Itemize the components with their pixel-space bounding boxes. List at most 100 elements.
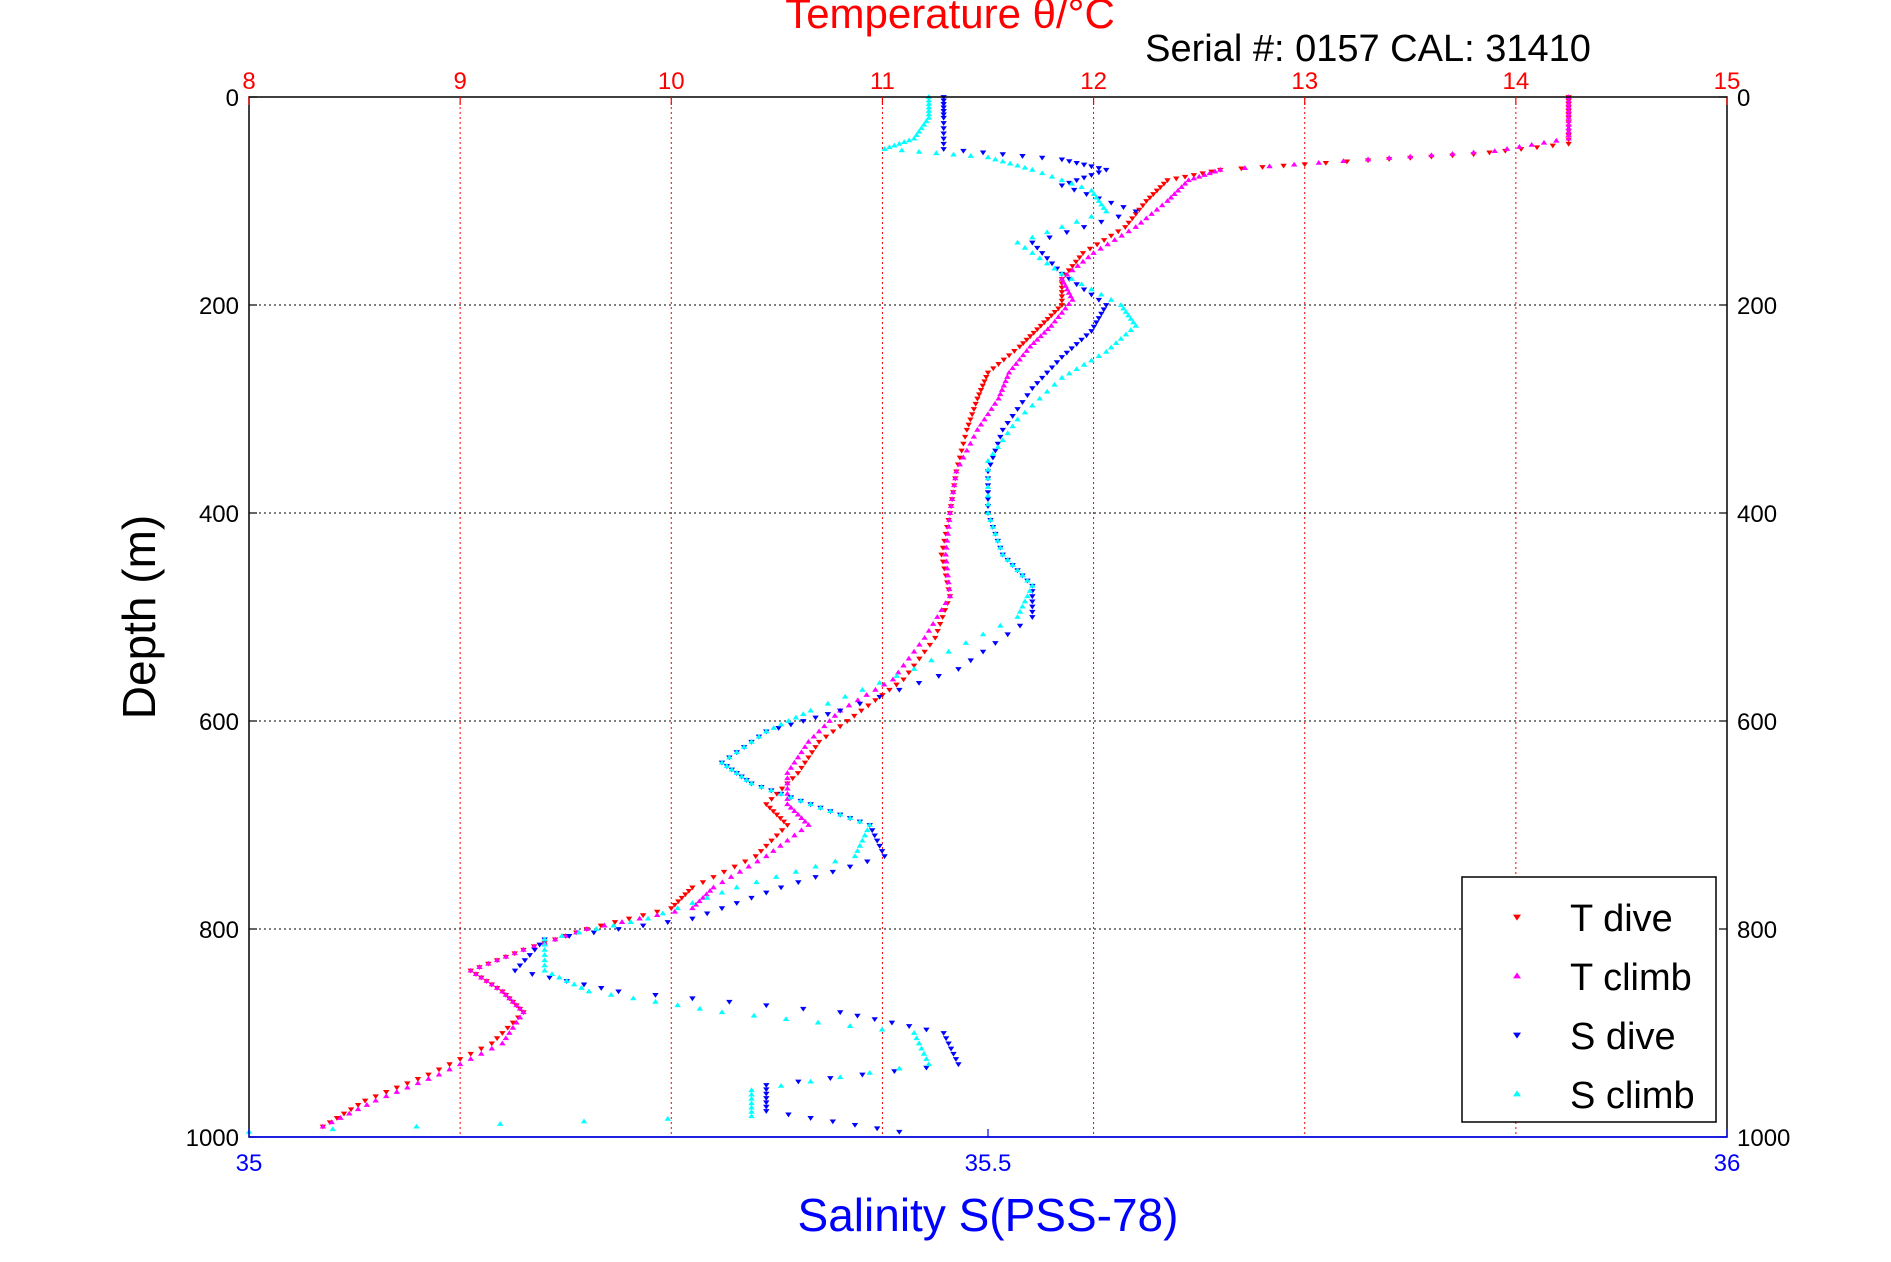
data-point — [933, 150, 940, 156]
data-point — [1174, 187, 1182, 193]
data-point — [1073, 342, 1080, 347]
data-point — [940, 121, 947, 126]
data-point — [916, 656, 923, 662]
data-point — [531, 947, 538, 953]
data-point — [654, 909, 661, 915]
data-point — [854, 1013, 861, 1019]
data-point — [467, 967, 474, 973]
data-point — [921, 649, 928, 655]
data-point — [1062, 283, 1069, 288]
data-point — [784, 770, 791, 775]
data-point — [955, 1062, 962, 1068]
data-point — [1120, 205, 1127, 210]
data-point — [992, 641, 999, 646]
data-point — [615, 927, 622, 932]
data-point — [773, 791, 781, 797]
data-point — [1553, 137, 1560, 143]
data-point — [784, 785, 791, 791]
data-point — [896, 687, 903, 693]
data-point — [821, 723, 828, 729]
data-point — [1090, 191, 1098, 196]
data-point — [936, 622, 944, 627]
data-point — [610, 922, 617, 928]
data-point — [967, 153, 974, 158]
data-point — [812, 715, 819, 721]
data-point — [748, 738, 755, 744]
data-point — [1364, 156, 1372, 162]
data-point — [1095, 297, 1103, 303]
data-point — [1063, 286, 1071, 292]
data-point — [1029, 250, 1036, 255]
data-point — [864, 859, 871, 865]
data-point — [956, 455, 964, 461]
data-point — [1565, 114, 1572, 120]
data-point — [859, 1072, 866, 1078]
data-point — [1098, 291, 1105, 297]
data-point — [1004, 374, 1011, 379]
data-point — [1019, 603, 1026, 609]
data-point — [992, 448, 999, 454]
data-point — [782, 1016, 790, 1022]
data-point — [951, 482, 958, 488]
data-point — [1146, 195, 1154, 201]
data-point — [1038, 155, 1046, 161]
data-point — [943, 537, 951, 543]
data-point — [720, 869, 728, 875]
data-point — [329, 1126, 336, 1132]
data-point — [789, 776, 796, 782]
data-point — [1029, 386, 1036, 392]
data-point — [723, 763, 731, 768]
data-point — [753, 879, 760, 885]
data-point — [1058, 355, 1066, 360]
data-point — [483, 978, 490, 983]
data-point — [682, 892, 689, 898]
data-point — [502, 991, 510, 997]
data-point — [915, 680, 923, 686]
data-point — [488, 1045, 496, 1051]
data-point — [808, 750, 816, 756]
data-point — [979, 150, 987, 156]
data-point — [1088, 213, 1095, 219]
data-point — [940, 102, 947, 107]
data-point — [773, 812, 781, 818]
data-point — [664, 1115, 671, 1121]
depth-tick-label-right: 1000 — [1737, 1125, 1790, 1152]
data-point — [928, 657, 935, 663]
data-point — [896, 1129, 903, 1135]
data-point — [876, 679, 883, 685]
data-point — [763, 1100, 770, 1106]
data-point — [827, 808, 834, 814]
chart-subtitle: Serial #: 0157 CAL: 31410 — [1145, 28, 1591, 70]
data-point — [1486, 150, 1493, 156]
data-point — [827, 1076, 834, 1081]
data-point — [1051, 310, 1059, 315]
data-point — [1063, 230, 1071, 236]
data-point — [1112, 340, 1120, 346]
data-point — [446, 1066, 453, 1072]
data-point — [363, 1102, 371, 1107]
data-point — [319, 1123, 327, 1129]
data-point — [815, 728, 823, 734]
data-point — [748, 1095, 755, 1101]
data-point — [1004, 420, 1011, 426]
data-point — [963, 427, 971, 433]
data-point — [516, 1014, 524, 1020]
data-point — [873, 1126, 881, 1132]
data-point — [1068, 180, 1075, 186]
data-point — [1088, 173, 1095, 178]
data-point — [812, 745, 819, 750]
data-point — [1019, 572, 1026, 578]
data-point — [607, 991, 615, 997]
data-point — [984, 154, 992, 160]
data-point — [858, 708, 865, 714]
data-point — [943, 544, 950, 550]
data-point — [794, 811, 802, 817]
data-point — [328, 1119, 335, 1125]
data-point — [925, 1061, 933, 1067]
data-point — [585, 988, 593, 994]
data-point — [1211, 168, 1219, 174]
series-layer — [245, 94, 1572, 1135]
data-point — [775, 726, 782, 731]
data-point — [1006, 160, 1014, 166]
data-point — [925, 114, 933, 120]
